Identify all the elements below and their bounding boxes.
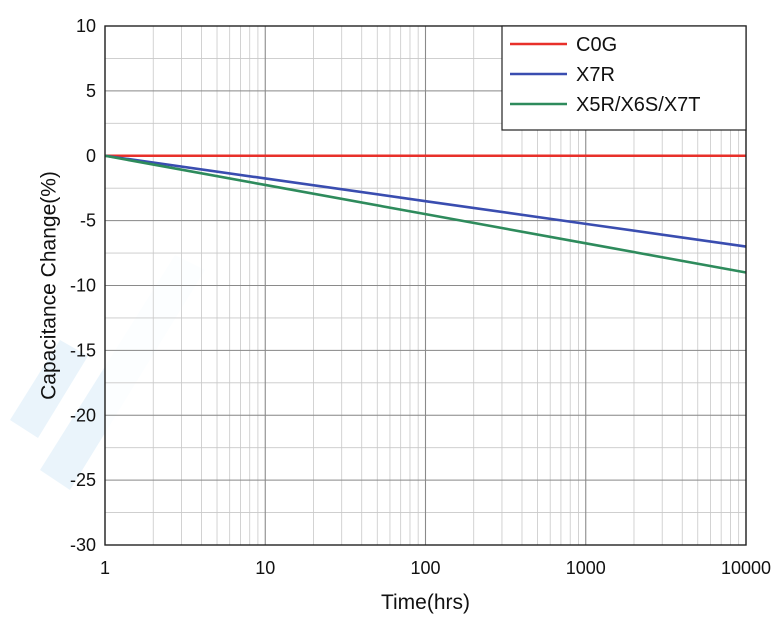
watermark-shape	[10, 340, 88, 438]
x-tick-label: 100	[410, 558, 440, 578]
y-tick-label: 10	[76, 16, 96, 36]
y-tick-label: -10	[70, 276, 96, 296]
y-tick-label: 5	[86, 81, 96, 101]
y-tick-label: -25	[70, 470, 96, 490]
legend-label-x5r-x6s-x7t: X5R/X6S/X7T	[576, 94, 701, 116]
y-axis-ticks: 10 5 0 -5 -10 -15 -20 -25 -30	[70, 16, 96, 555]
x-axis-title: Time(hrs)	[381, 591, 470, 614]
series-lines	[104, 154, 747, 274]
x-axis-ticks: 1 10 100 1000 10000	[100, 558, 771, 578]
x-tick-label: 1000	[566, 558, 606, 578]
legend: C0G X7R X5R/X6S/X7T	[501, 25, 747, 131]
y-tick-label: 0	[86, 146, 96, 166]
y-tick-label: -30	[70, 535, 96, 555]
y-tick-label: -15	[70, 340, 96, 360]
x-tick-label: 10	[255, 558, 275, 578]
legend-label-x7r: X7R	[576, 64, 615, 86]
y-axis-title: Capacitance Change(%)	[37, 171, 60, 400]
series-line-x5r-x6s-x7t	[104, 154, 747, 274]
plot-frame	[104, 25, 747, 546]
legend-label-c0g: C0G	[576, 34, 617, 56]
y-tick-label: -20	[70, 405, 96, 425]
x-tick-label: 10000	[721, 558, 771, 578]
x-tick-label: 1	[100, 558, 110, 578]
series-line-x7r	[104, 154, 747, 248]
y-tick-label: -5	[80, 211, 96, 231]
